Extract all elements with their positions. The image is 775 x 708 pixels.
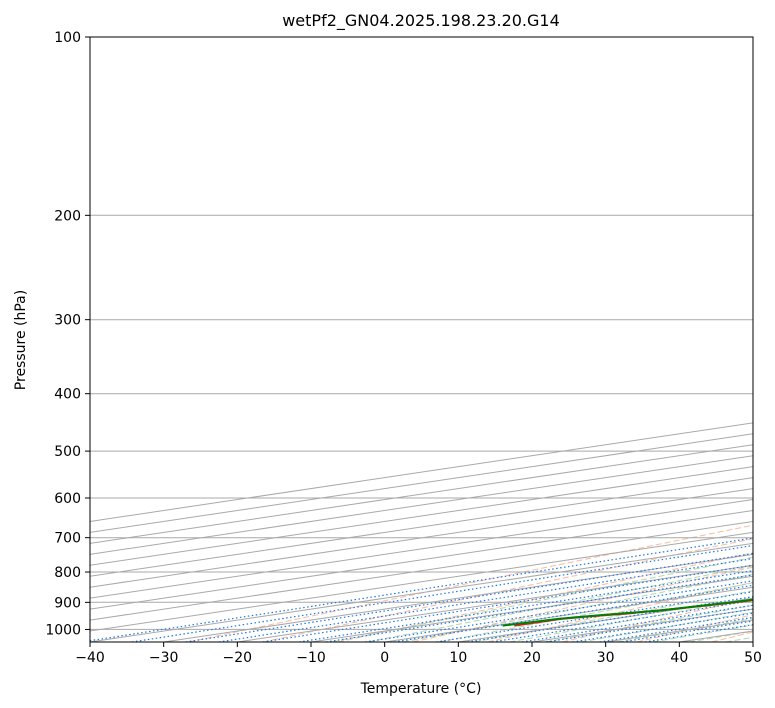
chart-title: wetPf2_GN04.2025.198.23.20.G14 [282, 11, 560, 31]
y-tick-label: 700 [54, 531, 81, 547]
x-tick-label: 40 [670, 650, 688, 666]
isotherm-line [90, 455, 753, 555]
mixing-ratio-line [185, 552, 753, 642]
isotherm-line [90, 531, 753, 632]
y-tick-label: 400 [54, 387, 81, 403]
mixing-ratio-line [131, 544, 753, 642]
axis-ticks: −40 −30 −20 −10 0 10 20 30 40 50 100 200 300 400 500 60… [45, 30, 762, 666]
x-tick-label: 10 [449, 650, 467, 666]
y-tick-label: 300 [54, 313, 81, 329]
isotherm-line [90, 444, 753, 544]
isotherm-line [90, 488, 753, 588]
isotherm-line [90, 477, 753, 577]
x-tick-label: 50 [744, 650, 762, 666]
x-tick-label: −20 [223, 650, 253, 666]
isotherm-line [90, 520, 753, 621]
y-tick-label: 900 [54, 595, 81, 611]
isotherm-line [90, 499, 753, 599]
mixing-ratio-line [522, 604, 753, 642]
y-tick-label: 200 [54, 208, 81, 224]
y-axis-label: Pressure (hPa) [13, 290, 29, 390]
y-tick-label: 500 [54, 444, 81, 460]
x-tick-label: 30 [597, 650, 615, 666]
y-tick-label: 100 [54, 30, 81, 46]
dry-adiabat [263, 538, 753, 642]
x-tick-label: 20 [523, 650, 541, 666]
isotherm-line [90, 509, 753, 610]
mixing-ratio-line [546, 608, 753, 642]
plot-lines [90, 37, 753, 642]
plot-frame [89, 36, 754, 643]
dry-adiabat [487, 581, 753, 642]
y-tick-label: 600 [54, 491, 81, 507]
plot-area [90, 37, 753, 642]
x-tick-label: −10 [296, 650, 326, 666]
mixing-ratio-line [572, 612, 753, 642]
isotherm-line [90, 466, 753, 566]
moist-adiabat [367, 565, 753, 642]
x-tick-label: 0 [380, 650, 389, 666]
dry-adiabat [412, 566, 753, 642]
x-tick-label: −40 [75, 650, 105, 666]
x-tick-label: −30 [149, 650, 179, 666]
mixing-ratio-line [218, 557, 753, 642]
y-tick-label: 800 [54, 565, 81, 581]
x-axis-label: Temperature (°C) [360, 681, 482, 697]
mixing-ratio-line [492, 599, 753, 642]
mixing-ratio-line [599, 616, 753, 642]
mixing-ratio-line [90, 537, 753, 642]
y-tick-label: 1000 [45, 622, 81, 638]
